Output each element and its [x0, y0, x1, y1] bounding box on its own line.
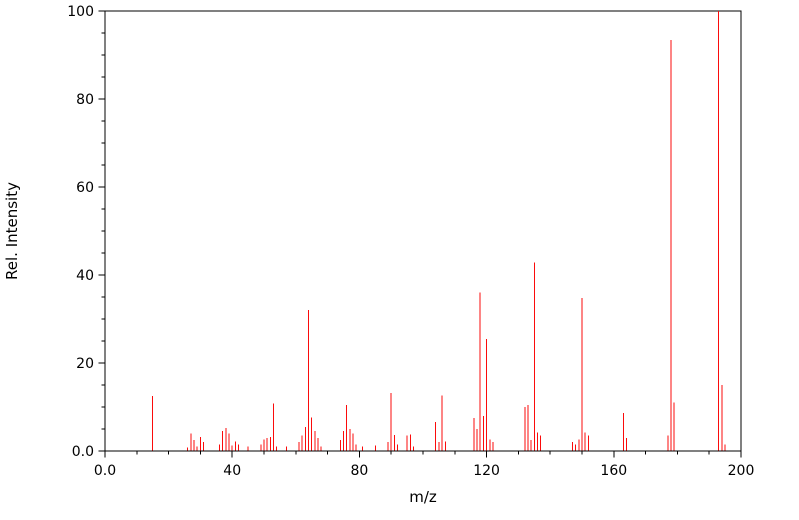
- y-axis-label: Rel. Intensity: [3, 182, 21, 280]
- y-tick-label: 40: [76, 268, 94, 284]
- x-tick-label: 80: [350, 463, 368, 479]
- x-tick-label: 0.0: [94, 463, 116, 479]
- x-tick-label: 160: [600, 463, 627, 479]
- y-tick-label: 0.0: [72, 444, 94, 460]
- y-tick-label: 60: [76, 180, 94, 196]
- x-tick-label: 120: [473, 463, 500, 479]
- peaks-layer: [152, 11, 726, 451]
- axes-layer: [104, 10, 742, 452]
- x-tick-label: 200: [728, 463, 755, 479]
- y-tick-label: 80: [76, 92, 94, 108]
- x-tick-label: 40: [223, 463, 241, 479]
- plot-frame: [104, 10, 742, 452]
- y-tick-label: 20: [76, 356, 94, 372]
- y-tick-label: 100: [67, 4, 94, 20]
- ticks-layer: 0.0 40 80 120 160 200 0.0 20 40 60 80 100: [67, 4, 754, 479]
- x-axis-label: m/z: [409, 488, 437, 506]
